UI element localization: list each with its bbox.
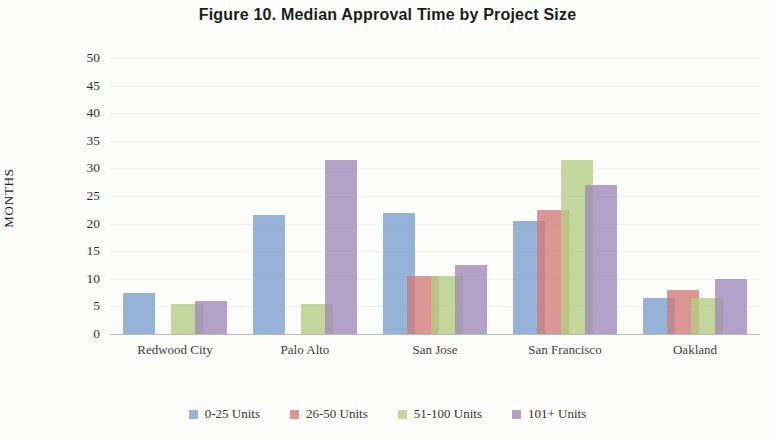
gridline xyxy=(110,113,760,114)
legend-swatch xyxy=(290,410,299,419)
figure: Figure 10. Median Approval Time by Proje… xyxy=(0,0,775,440)
x-category-label: Palo Alto xyxy=(240,342,370,358)
y-tick-label: 45 xyxy=(60,79,100,93)
bar xyxy=(123,293,155,334)
legend-label: 51-100 Units xyxy=(414,406,482,422)
y-tick-label: 0 xyxy=(60,327,100,341)
legend-item: 101+ Units xyxy=(512,406,586,422)
legend-item: 51-100 Units xyxy=(398,406,482,422)
legend: 0-25 Units 26-50 Units 51-100 Units 101+ Un… xyxy=(0,406,775,422)
legend-swatch xyxy=(398,410,407,419)
x-category-label: San Jose xyxy=(370,342,500,358)
y-tick-label: 15 xyxy=(60,244,100,258)
legend-label: 101+ Units xyxy=(528,406,586,422)
y-tick-label: 40 xyxy=(60,106,100,120)
gridline xyxy=(110,251,760,252)
gridline xyxy=(110,168,760,169)
gridline xyxy=(110,196,760,197)
chart-plot-area: 0 5 10 15 20 25 30 35 40 45 50 Redwood CityPalo Alt… xyxy=(0,0,775,440)
legend-item: 26-50 Units xyxy=(290,406,368,422)
x-category-label: Redwood City xyxy=(110,342,240,358)
x-category-label: San Francisco xyxy=(500,342,630,358)
y-tick-label: 30 xyxy=(60,161,100,175)
gridline xyxy=(110,58,760,59)
gridline xyxy=(110,141,760,142)
legend-label: 26-50 Units xyxy=(306,406,368,422)
x-axis-line xyxy=(110,334,760,335)
legend-item: 0-25 Units xyxy=(189,406,260,422)
y-tick-label: 20 xyxy=(60,217,100,231)
bar xyxy=(715,279,747,334)
y-tick-label: 50 xyxy=(60,51,100,65)
x-category-label: Oakland xyxy=(630,342,760,358)
bar xyxy=(325,160,357,334)
legend-swatch xyxy=(189,410,198,419)
y-tick-label: 10 xyxy=(60,272,100,286)
bar xyxy=(253,215,285,334)
bar xyxy=(585,185,617,334)
y-tick-label: 25 xyxy=(60,189,100,203)
legend-label: 0-25 Units xyxy=(205,406,260,422)
gridline xyxy=(110,86,760,87)
bar xyxy=(455,265,487,334)
y-tick-label: 5 xyxy=(60,299,100,313)
y-tick-label: 35 xyxy=(60,134,100,148)
legend-swatch xyxy=(512,410,521,419)
bar xyxy=(195,301,227,334)
gridline xyxy=(110,224,760,225)
